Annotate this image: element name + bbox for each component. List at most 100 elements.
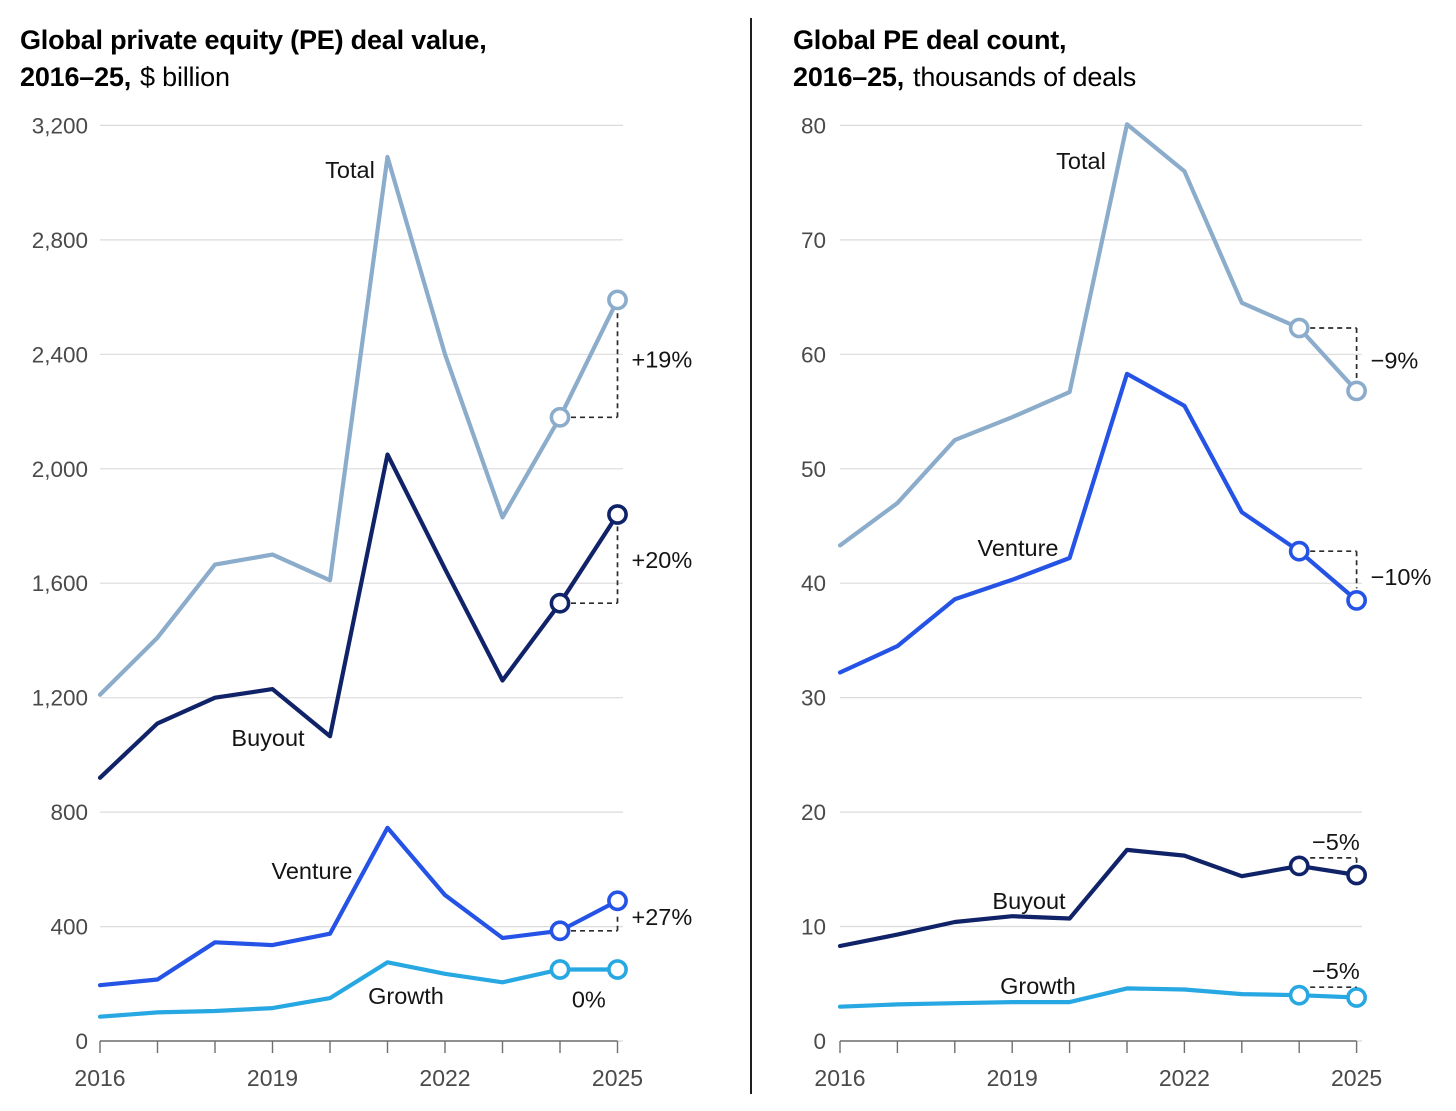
y-tick-label: 2,400 (32, 342, 88, 367)
y-tick-label: 1,600 (32, 571, 88, 596)
x-tick-label-2019: 2019 (987, 1065, 1038, 1091)
y-tick-label: 400 (50, 915, 88, 940)
x-axis-labels-deal-value: 2016 2019 2022 2025 (74, 1065, 643, 1091)
marker-buyout-2025 (607, 504, 628, 525)
y-tick-label: 30 (801, 686, 826, 711)
series-label-growth: Growth (368, 983, 444, 1009)
y-tick-label: 20 (801, 800, 826, 825)
x-tick-label-2016: 2016 (74, 1065, 125, 1091)
series-label-buyout: Buyout (231, 725, 305, 751)
y-tick-label: 2,000 (32, 457, 88, 482)
title-years: 2016–25, (793, 62, 905, 92)
annotation-label-buyout: +20% (632, 547, 693, 573)
marker-buyout-2025 (1346, 864, 1368, 886)
marker-total-2025 (607, 289, 628, 311)
x-tick-label-2025: 2025 (1331, 1065, 1382, 1091)
chart-title-deal-value: Global private equity (PE) deal value, 2… (20, 22, 487, 96)
y-tick-label: 2,800 (32, 228, 88, 253)
marker-growth-2024 (1288, 984, 1310, 1006)
y-tick-label: 1,200 (32, 686, 88, 711)
x-tick-label-2016: 2016 (814, 1065, 865, 1091)
y-tick-label: 70 (801, 228, 826, 253)
annotation-label-buyout: −5% (1312, 829, 1360, 855)
y-tick-label: 10 (801, 915, 826, 940)
y-tick-label: 0 (75, 1029, 88, 1054)
series-total-deal-count: Total (837, 122, 1368, 548)
annotation-venture-deal-value: +27% (571, 904, 693, 932)
title-line1: Global private equity (PE) deal value, (20, 25, 487, 55)
marker-total-2024 (1288, 317, 1310, 339)
marker-venture-2024 (1288, 540, 1310, 562)
title-unit: thousands of deals (913, 62, 1137, 92)
series-line-growth (97, 960, 620, 1019)
x-axis-deal-count (839, 1040, 1358, 1053)
title-line1: Global PE deal count, (793, 25, 1067, 55)
marker-venture-2024 (549, 920, 571, 942)
series-line-growth (837, 986, 1359, 1009)
annotation-label-venture: −10% (1371, 564, 1432, 590)
series-line-total (97, 154, 620, 697)
series-total-deal-value: Total (97, 154, 628, 697)
annotation-buyout-deal-count: −5% (1310, 829, 1360, 864)
y-tick-label: 60 (801, 342, 826, 367)
title-years: 2016–25, (20, 62, 132, 92)
series-label-venture: Venture (977, 535, 1058, 561)
series-line-venture (837, 371, 1359, 675)
series-label-total: Total (1056, 148, 1106, 174)
marker-buyout-2024 (549, 592, 571, 614)
annotation-total-deal-value: +19% (571, 311, 693, 419)
marker-buyout-2024 (1288, 855, 1310, 877)
annotation-label-growth: 0% (572, 987, 606, 1013)
title-unit: $ billion (140, 62, 230, 92)
series-venture-deal-value: Venture (97, 825, 628, 988)
series-buyout-deal-count: Buyout (837, 847, 1368, 949)
series-line-buyout (837, 847, 1359, 949)
y-tick-label: 50 (801, 457, 826, 482)
y-axis-labels-deal-value: 0 400 800 1,200 1,600 2,000 2,400 2,800 3,200 (32, 113, 88, 1054)
x-tick-label-2022: 2022 (419, 1065, 470, 1091)
x-tick-label-2025: 2025 (592, 1065, 643, 1091)
annotation-growth-deal-count: −5% (1310, 958, 1360, 989)
y-axis-labels-deal-count: 0 10 20 30 40 50 60 70 80 (801, 113, 826, 1054)
y-tick-label: 0 (813, 1029, 826, 1054)
y-tick-label: 40 (801, 571, 826, 596)
series-label-buyout: Buyout (992, 888, 1066, 914)
marker-growth-2025 (1346, 987, 1368, 1008)
annotation-label-total: +19% (632, 347, 693, 373)
marker-total-2025 (1346, 380, 1368, 402)
series-growth-deal-count: Growth (837, 973, 1368, 1009)
marker-growth-2025 (607, 959, 628, 980)
marker-venture-2025 (1346, 590, 1368, 611)
annotation-label-venture: +27% (632, 904, 693, 930)
annotation-venture-deal-count: −10% (1310, 550, 1432, 590)
x-tick-label-2022: 2022 (1159, 1065, 1210, 1091)
annotation-label-total: −9% (1371, 348, 1419, 374)
annotation-growth-deal-value: 0% (572, 987, 606, 1013)
panel-divider (750, 18, 752, 1094)
marker-growth-2024 (549, 959, 571, 980)
y-tick-label: 800 (50, 800, 88, 825)
chart-title-deal-count: Global PE deal count, 2016–25, thousands … (793, 22, 1136, 96)
y-tick-label: 80 (801, 113, 826, 138)
annotation-label-growth: −5% (1312, 958, 1360, 984)
series-label-venture: Venture (271, 858, 352, 884)
annotation-total-deal-count: −9% (1310, 327, 1419, 379)
series-growth-deal-value: Growth (97, 959, 628, 1019)
marker-venture-2025 (607, 890, 628, 912)
series-label-growth: Growth (1000, 973, 1076, 999)
x-tick-label-2019: 2019 (247, 1065, 298, 1091)
series-label-total: Total (325, 157, 375, 183)
series-line-buyout (97, 452, 620, 780)
marker-total-2024 (549, 406, 571, 428)
x-axis-labels-deal-count: 2016 2019 2022 2025 (814, 1065, 1382, 1091)
series-buyout-deal-value: Buyout (97, 452, 628, 780)
gridlines-deal-count (840, 124, 1362, 1042)
y-tick-label: 3,200 (32, 113, 88, 138)
series-line-venture (97, 825, 620, 988)
annotation-buyout-deal-value: +20% (571, 526, 693, 605)
series-venture-deal-count: Venture (837, 371, 1368, 675)
series-line-total (837, 122, 1359, 548)
x-axis-deal-value (99, 1040, 619, 1053)
